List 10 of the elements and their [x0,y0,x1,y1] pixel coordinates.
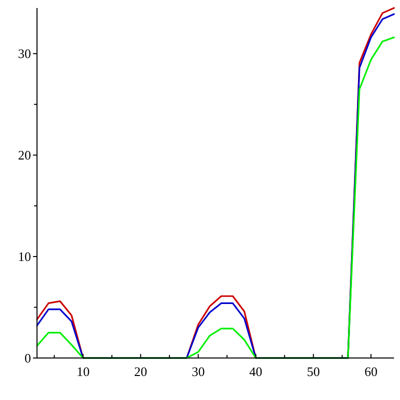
y-tick-label: 10 [18,249,31,264]
x-tick-label: 60 [364,364,378,379]
x-tick-label: 50 [306,364,320,379]
x-tick-label: 10 [76,364,90,379]
x-tick-label: 30 [192,364,205,379]
y-tick-label: 20 [18,148,31,163]
y-tick-label: 0 [24,350,31,366]
x-tick-label: 20 [134,364,148,379]
y-tick-label: 30 [18,46,31,62]
x-tick-label: 40 [249,364,262,379]
